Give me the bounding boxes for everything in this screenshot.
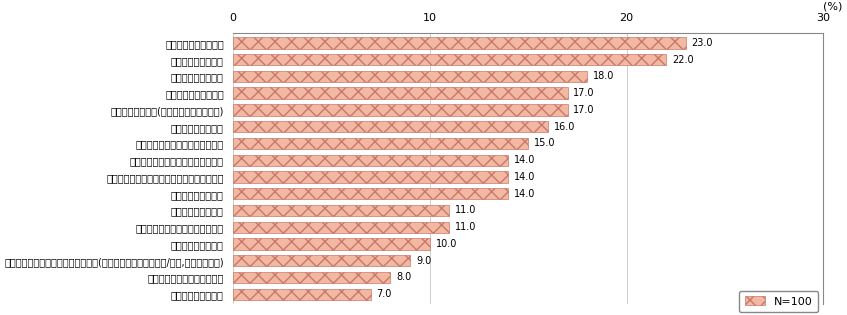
Text: 14.0: 14.0 xyxy=(514,189,536,199)
Text: 10.0: 10.0 xyxy=(435,239,457,249)
Bar xyxy=(233,272,390,283)
Text: (%): (%) xyxy=(823,2,843,12)
Bar xyxy=(233,104,567,116)
Bar xyxy=(233,154,508,166)
Text: 14.0: 14.0 xyxy=(514,172,536,182)
Bar xyxy=(233,255,410,266)
Text: 22.0: 22.0 xyxy=(672,55,694,65)
Bar xyxy=(233,121,548,132)
Bar xyxy=(233,88,567,99)
Text: 9.0: 9.0 xyxy=(416,256,431,266)
Text: 8.0: 8.0 xyxy=(396,272,412,283)
Text: 7.0: 7.0 xyxy=(377,289,392,299)
Text: 11.0: 11.0 xyxy=(456,205,477,215)
Text: 16.0: 16.0 xyxy=(554,122,575,132)
Bar xyxy=(233,238,429,250)
Bar xyxy=(233,289,371,300)
Bar xyxy=(233,54,666,66)
Text: 17.0: 17.0 xyxy=(573,88,595,98)
Text: 11.0: 11.0 xyxy=(456,222,477,232)
Text: 23.0: 23.0 xyxy=(691,38,713,48)
Bar xyxy=(233,138,529,149)
Bar xyxy=(233,188,508,199)
Bar xyxy=(233,37,685,49)
Text: 14.0: 14.0 xyxy=(514,155,536,165)
Bar xyxy=(233,205,450,216)
Legend: N=100: N=100 xyxy=(739,291,818,312)
Bar xyxy=(233,71,587,82)
Bar xyxy=(233,171,508,183)
Text: 17.0: 17.0 xyxy=(573,105,595,115)
Bar xyxy=(233,221,450,233)
Text: 15.0: 15.0 xyxy=(534,139,556,148)
Text: 18.0: 18.0 xyxy=(593,72,614,82)
